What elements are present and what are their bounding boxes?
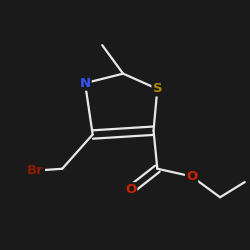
Text: O: O (125, 183, 136, 196)
Text: Br: Br (27, 164, 44, 177)
Text: N: N (80, 77, 91, 90)
Text: S: S (152, 82, 162, 95)
Text: O: O (186, 170, 197, 183)
